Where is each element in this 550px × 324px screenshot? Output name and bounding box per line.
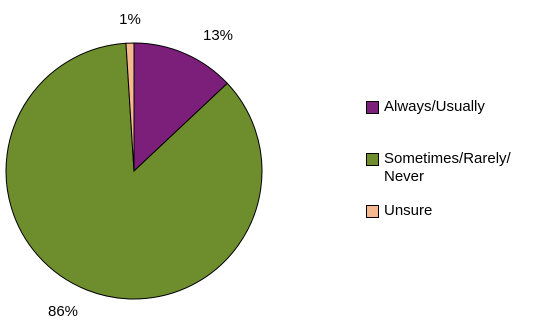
legend-item-sometimes-rarely-never: Sometimes/Rarely/ Never [366, 150, 546, 186]
legend-label-sometimes-rarely-never: Sometimes/Rarely/ Never [384, 150, 511, 185]
pie-slice-sometimes-rarely-never [5, 42, 263, 300]
legend-item-unsure: Unsure [366, 202, 546, 220]
legend-label-always-usually: Always/Usually [384, 98, 485, 115]
pie-slices [5, 42, 263, 300]
legend-swatch-always-usually [366, 101, 379, 114]
pie-value-label-1: 13% [203, 27, 233, 44]
legend-item-always-usually: Always/Usually [366, 98, 546, 116]
legend: Always/Usually Sometimes/Rarely/ Never U… [366, 98, 546, 220]
pie-value-label-2: 86% [48, 303, 78, 320]
pie-value-labels: 13% 86% 1% [48, 11, 233, 320]
pie-value-label-3: 1% [119, 11, 141, 28]
pie-slice-unsure [125, 42, 135, 172]
pie-slice-always-usually [133, 42, 229, 173]
legend-label-unsure: Unsure [384, 202, 433, 219]
legend-swatch-sometimes-rarely-never [366, 153, 379, 166]
legend-swatch-unsure [366, 205, 379, 218]
